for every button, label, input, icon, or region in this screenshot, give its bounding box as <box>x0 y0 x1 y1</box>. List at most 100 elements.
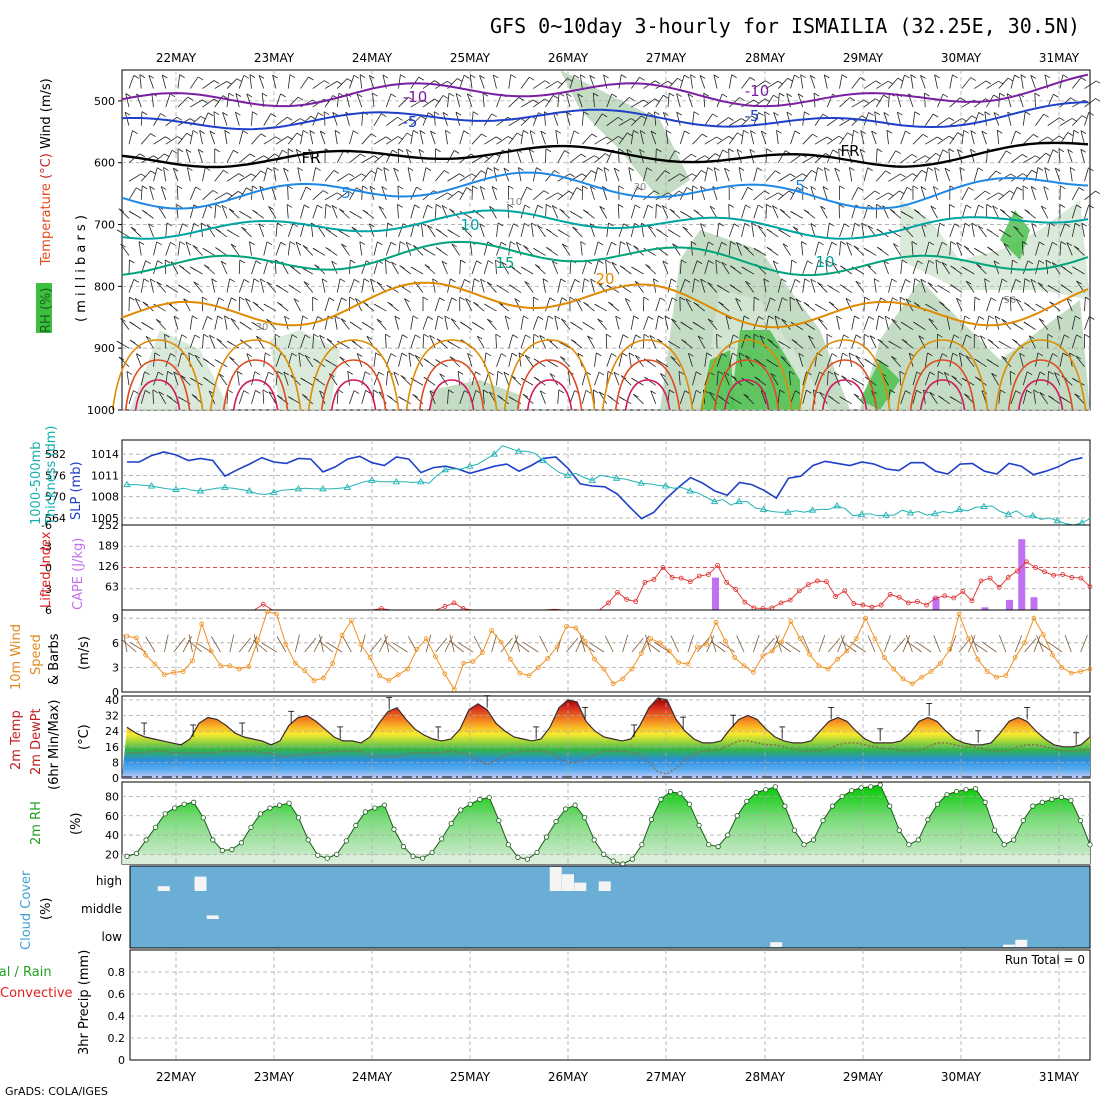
barb-flag <box>484 303 490 308</box>
wind-speed-marker <box>825 666 831 672</box>
barb-flag <box>1070 97 1076 102</box>
thickness-marker <box>588 476 596 483</box>
barb-flag <box>1009 190 1015 195</box>
barb-shaft <box>398 132 408 145</box>
barb-flag <box>549 297 556 302</box>
barb-flag <box>1030 186 1037 190</box>
barb-shaft <box>410 130 414 145</box>
barb-shaft <box>753 204 759 219</box>
barb-flag <box>373 303 380 308</box>
barb-flag <box>422 296 429 301</box>
barb-flag <box>788 190 795 195</box>
barb-shaft <box>286 204 289 219</box>
barb-flag <box>709 205 716 210</box>
rh-marker <box>515 854 521 860</box>
barb-flag <box>312 296 318 301</box>
barb-shaft <box>290 375 301 386</box>
barb-flag <box>430 130 436 135</box>
barb-flag <box>383 167 390 171</box>
thickness-marker <box>1004 510 1013 517</box>
barb-flag <box>950 241 956 245</box>
barb-flag <box>323 190 329 194</box>
barb-shaft <box>251 371 256 386</box>
barb-shaft <box>407 167 412 182</box>
barb-shaft <box>606 117 619 126</box>
barb-shaft <box>373 153 385 164</box>
barb-shaft <box>973 316 980 330</box>
barb-flag <box>942 149 949 154</box>
barb-flag <box>978 112 984 116</box>
barb-flag <box>1047 333 1053 338</box>
barb-shaft <box>451 243 461 256</box>
barb-flag <box>353 74 360 79</box>
barb-shaft <box>579 74 583 89</box>
barb-flag <box>1033 389 1039 394</box>
barb-flag <box>842 352 848 357</box>
barb-flag <box>615 315 621 320</box>
barb-flag <box>459 296 465 301</box>
barb-shaft <box>594 371 600 386</box>
barb-flag <box>836 315 842 320</box>
barb-shaft <box>745 281 755 293</box>
barb-shaft <box>654 111 657 126</box>
barb-flag <box>807 260 813 265</box>
barb-flag <box>230 243 237 248</box>
barb-shaft <box>676 112 681 126</box>
barb-flag <box>693 209 699 214</box>
barb-flag <box>633 315 639 320</box>
barb-shaft <box>984 278 987 293</box>
barb-flag <box>849 97 856 101</box>
barb-shaft <box>937 117 950 126</box>
barb-flag <box>526 186 533 191</box>
barb-shaft <box>928 318 938 330</box>
barb-shaft <box>741 130 744 145</box>
barb-flag <box>959 97 966 102</box>
thickness-marker <box>1053 516 1062 524</box>
barb-shaft <box>603 74 608 89</box>
barb-flag <box>552 95 559 99</box>
barb-shaft <box>520 334 526 349</box>
barb-shaft <box>900 279 906 293</box>
barb-shaft <box>753 167 758 182</box>
barb-shaft <box>359 74 363 89</box>
barb-shaft <box>334 130 338 145</box>
barb-flag <box>449 356 456 361</box>
barb-shaft <box>965 280 975 293</box>
barb-flag <box>410 118 416 122</box>
temp-label-1: 2m Temp <box>9 710 24 770</box>
barb-flag <box>584 278 590 283</box>
barb-shaft <box>361 155 375 164</box>
barb-flag <box>501 261 507 266</box>
barb-flag <box>120 318 126 322</box>
barb-flag <box>1076 280 1082 285</box>
warm-contour <box>124 359 191 411</box>
barb-shaft <box>1030 75 1036 89</box>
barb-flag <box>927 167 934 171</box>
lifted-index-marker <box>1051 572 1057 578</box>
barb-shaft <box>469 74 473 89</box>
barb-flag <box>757 225 763 229</box>
barb-flag <box>606 284 613 289</box>
barb-shaft <box>1039 392 1049 405</box>
barb-flag <box>203 333 209 338</box>
barb-flag <box>716 136 722 141</box>
barb-shaft <box>920 75 926 89</box>
barb-flag <box>441 205 448 209</box>
barb-shaft <box>1006 93 1012 108</box>
top-date-axis: 22MAY 23MAY 24MAY 25MAY 26MAY 27MAY 28MAY 29MAY… <box>156 51 1080 65</box>
barb-flag <box>362 209 368 214</box>
barb-shaft <box>1059 223 1066 238</box>
rh-marker <box>362 809 368 815</box>
barb-flag <box>786 93 792 97</box>
barb-flag <box>964 315 971 320</box>
barb-flag <box>317 316 323 320</box>
barb-flag <box>920 278 927 283</box>
barb-flag <box>818 318 824 323</box>
contour-label: 30 <box>256 322 269 333</box>
barb-shaft <box>910 74 914 89</box>
barb-flag <box>1037 167 1044 171</box>
barb-flag <box>434 80 440 84</box>
barb-flag <box>460 321 466 326</box>
barb-shaft <box>688 353 693 367</box>
